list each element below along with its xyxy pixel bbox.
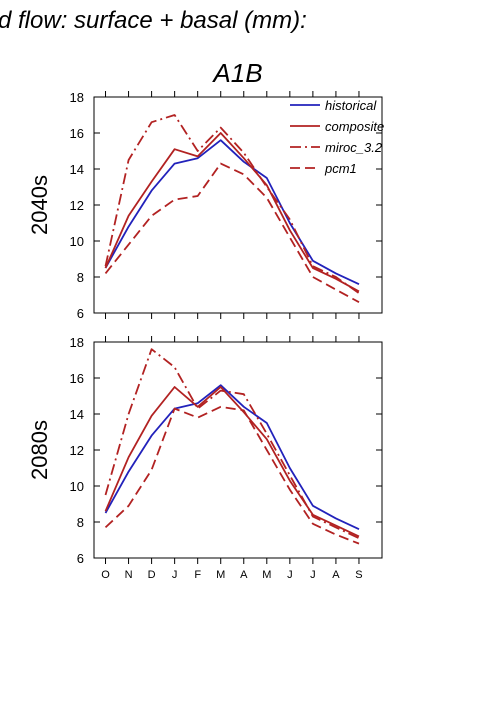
y-tick-label: 18 (70, 90, 84, 105)
y-tick-label: 6 (77, 306, 84, 321)
y-tick-label: 16 (70, 371, 84, 386)
legend-label: historical (325, 98, 377, 113)
legend: historical composite miroc_3.2 pcm1 (290, 98, 384, 176)
x-tick-label: J (310, 569, 316, 581)
y-tick-label: 14 (70, 162, 84, 177)
series-line-pcm1 (104, 405, 360, 545)
chart-panel-2080s: 6 8 10 12 14 16 18 O N D J F M A M J J A S 2080s (27, 335, 383, 581)
x-tick-label: A (240, 569, 248, 581)
y-tick-label: 8 (77, 270, 84, 285)
x-tick-label: D (148, 569, 156, 581)
x-tick-label: F (194, 569, 201, 581)
y-tick-label: 8 (77, 515, 84, 530)
y-tick-label: 10 (70, 479, 84, 494)
y-tick-label: 14 (70, 407, 84, 422)
x-tick-label: M (216, 569, 225, 581)
y-tick-label: 12 (70, 443, 84, 458)
x-tick-label: O (101, 569, 110, 581)
series-line-pcm1 (104, 162, 360, 303)
y-tick-label: 16 (70, 126, 84, 141)
panels: 6 8 10 12 14 16 18 2040s historical composite miro… (27, 90, 384, 581)
series-line-historical (104, 384, 360, 531)
x-tick-label: M (262, 569, 271, 581)
plot-frame (93, 341, 383, 559)
x-tick-label: J (287, 569, 293, 581)
x-tick-label: S (355, 569, 362, 581)
panel-title: A1B (211, 58, 262, 88)
series-line-historical (104, 139, 360, 286)
x-tick-label: N (125, 569, 133, 581)
legend-label: pcm1 (324, 161, 357, 176)
series-line-composite (104, 132, 360, 293)
chart-panel-2040s: 6 8 10 12 14 16 18 2040s historical composite miro… (27, 90, 384, 321)
y-tick-label: 6 (77, 551, 84, 566)
series-line-miroc-3-2 (104, 348, 360, 540)
y-axis-label: 2040s (27, 175, 52, 235)
figure-title: d flow: surface + basal (mm): (0, 7, 307, 34)
y-axis-label: 2080s (27, 420, 52, 480)
y-tick-label: 10 (70, 234, 84, 249)
series-line-composite (104, 386, 360, 538)
series-line-miroc-3-2 (104, 114, 360, 294)
y-tick-label: 12 (70, 198, 84, 213)
y-tick-label: 18 (70, 335, 84, 350)
legend-label: composite (325, 119, 384, 134)
legend-label: miroc_3.2 (325, 140, 383, 155)
x-tick-label: J (172, 569, 178, 581)
x-tick-label: A (332, 569, 340, 581)
